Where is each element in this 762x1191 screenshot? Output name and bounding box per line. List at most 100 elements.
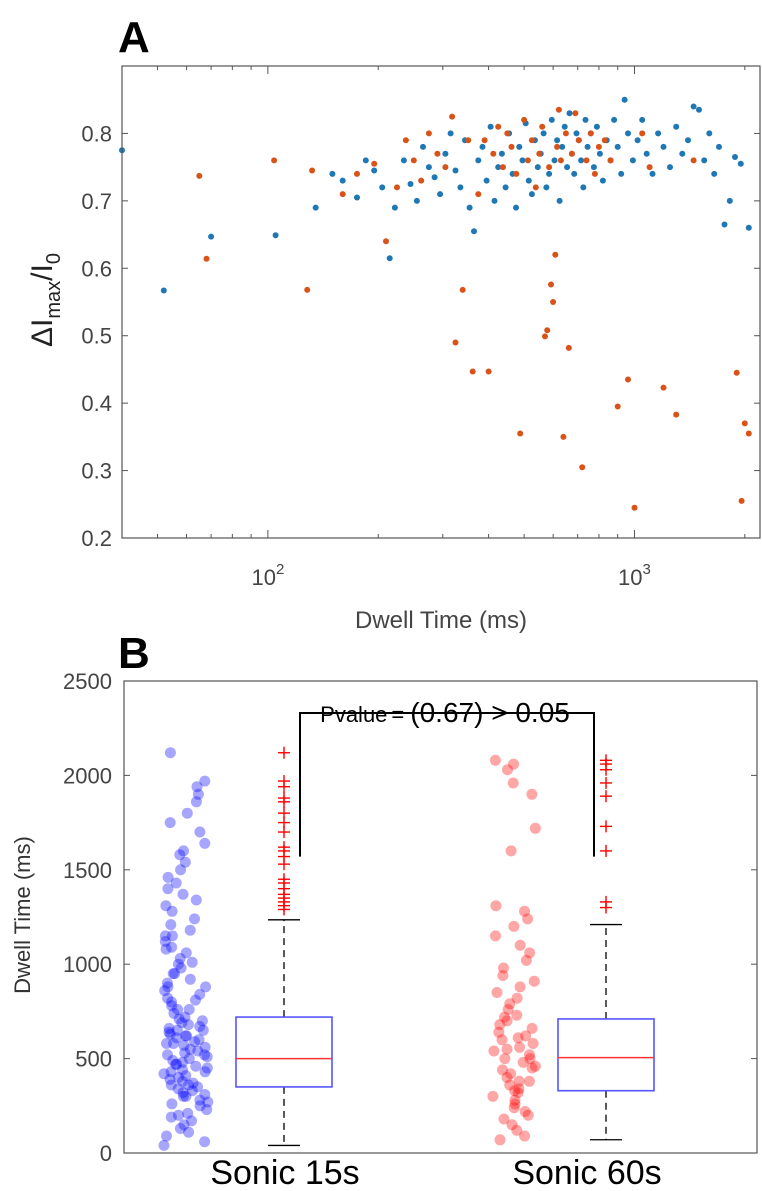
scatter-point-s1-35 [536, 150, 543, 157]
scatter-point-s0-38 [516, 143, 523, 150]
jitter-point-s0-66 [184, 973, 196, 985]
jitter-point-s0-4 [174, 1123, 186, 1134]
scatter-point-s1-64 [660, 384, 667, 391]
jitter-point-s0-83 [170, 877, 182, 889]
jitter-point-s1-57 [501, 1043, 513, 1055]
box-iqr [235, 1016, 333, 1088]
scatter-point-s0-13 [400, 157, 407, 164]
jitter-point-s0-106 [173, 1013, 185, 1025]
jitter-point-s0-59 [166, 1000, 178, 1012]
jitter-point-s1-21 [524, 1049, 535, 1061]
jitter-point-s0-39 [192, 1045, 204, 1057]
jitter-point-s0-38 [179, 1047, 191, 1059]
scatter-point-s0-27 [475, 157, 482, 164]
jitter-point-s0-3 [183, 1126, 195, 1138]
scatter-point-s1-16 [449, 113, 456, 120]
jitter-point-s0-112 [160, 943, 172, 955]
jitter-point-s1-14 [523, 1075, 535, 1087]
jitter-point-s0-1 [199, 1136, 211, 1148]
jitter-point-s1-61 [499, 1011, 510, 1023]
scatter-point-s0-26 [471, 228, 477, 235]
scatter-point-s0-31 [491, 197, 498, 204]
scatter-point-s0-47 [543, 184, 550, 191]
jitter-point-s1-26 [520, 1030, 532, 1042]
jitter-point-s1-53 [508, 758, 520, 770]
scatter-point-s0-98 [745, 224, 752, 231]
scatter-point-s0-2 [208, 233, 215, 240]
scatter-point-s0-91 [706, 130, 713, 137]
jitter-point-s1-3 [506, 1119, 518, 1131]
scatter-point-s1-67 [733, 369, 740, 376]
scatter-point-s0-94 [721, 221, 728, 228]
scatter-point-s0-62 [580, 184, 587, 191]
scatter-point-s1-1 [203, 255, 210, 262]
y-tick-label: 1500 [63, 858, 112, 883]
jitter-point-s1-27 [493, 1026, 505, 1038]
jitter-point-s1-36 [514, 981, 526, 993]
jitter-point-s1-39 [498, 962, 509, 974]
jitter-point-s0-28 [165, 1066, 177, 1078]
scatter-point-s0-34 [502, 184, 509, 191]
scatter-point-s0-53 [559, 143, 566, 150]
scatter-point-s0-82 [655, 130, 662, 137]
jitter-point-s0-55 [196, 1015, 208, 1027]
scatter-point-s1-58 [607, 157, 614, 164]
scatter-point-s1-47 [562, 130, 569, 137]
jitter-point-s0-5 [178, 1119, 190, 1131]
jitter-point-s0-110 [167, 968, 179, 980]
jitter-point-s1-5 [522, 1109, 534, 1121]
jitter-point-s1-28 [526, 1022, 538, 1034]
scatter-point-s0-41 [525, 177, 532, 184]
panel-a-points [119, 96, 752, 511]
jitter-point-s0-29 [177, 1064, 188, 1076]
jitter-point-s1-2 [511, 1124, 523, 1136]
scatter-point-s0-48 [546, 170, 553, 177]
panel-a: A 0.2 0.3 0.4 0.5 0.6 0.7 0.8 102 103 Dwell Time… [26, 13, 761, 634]
jitter-point-s0-71 [180, 947, 192, 959]
scatter-point-s1-39 [546, 164, 553, 171]
scatter-point-s1-31 [521, 116, 528, 123]
scatter-point-s0-73 [614, 143, 621, 150]
jitter-point-s1-54 [489, 754, 501, 766]
jitter-point-s0-69 [172, 958, 184, 970]
scatter-point-s0-28 [479, 143, 486, 150]
jitter-point-s1-25 [496, 1034, 508, 1046]
scatter-point-s0-17 [425, 164, 432, 171]
scatter-point-s1-6 [354, 170, 360, 177]
scatter-point-s0-23 [457, 184, 464, 191]
jitter-point-s1-34 [511, 992, 523, 1004]
jitter-point-s0-109 [200, 981, 212, 993]
scatter-point-s1-24 [490, 150, 497, 157]
jitter-point-s1-15 [501, 1072, 513, 1083]
scatter-point-s0-1 [160, 287, 167, 294]
jitter-point-s0-65 [161, 977, 173, 989]
y-tick-label: 1000 [63, 952, 112, 977]
jitter-point-s1-48 [505, 845, 517, 857]
jitter-point-s0-14 [194, 1094, 206, 1106]
scatter-point-s1-30 [517, 430, 524, 437]
scatter-point-s0-76 [625, 130, 631, 137]
jitter-point-s0-84 [162, 871, 174, 883]
jitter-point-s0-105 [197, 1024, 209, 1036]
jitter-point-s0-54 [176, 1017, 188, 1029]
scatter-point-s0-6 [339, 177, 346, 184]
scatter-point-s1-25 [495, 123, 502, 130]
scatter-point-s0-22 [452, 167, 459, 174]
scatter-point-s0-61 [578, 157, 585, 164]
jitter-point-s1-9 [509, 1094, 521, 1106]
panel-a-label: A [118, 13, 150, 62]
scatter-point-s1-4 [309, 167, 316, 174]
pvalue-annotation: Pvalue = (0.67) > 0.05 [299, 697, 595, 857]
panel-b-category-labels: Sonic 15s Sonic 60s [210, 1154, 661, 1191]
scatter-point-s1-37 [542, 333, 548, 340]
scatter-point-s0-92 [711, 170, 718, 177]
scatter-point-s1-8 [383, 238, 389, 245]
jitter-point-s1-11 [512, 1087, 524, 1099]
scatter-point-s1-7 [371, 160, 378, 167]
jitter-point-s0-101 [199, 1066, 211, 1078]
panel-b-boxes [235, 746, 655, 1147]
jitter-point-s1-6 [519, 1106, 531, 1117]
jitter-point-s0-23 [177, 1075, 188, 1087]
jitter-point-s1-43 [490, 930, 501, 942]
scatter-point-s1-18 [459, 286, 466, 293]
